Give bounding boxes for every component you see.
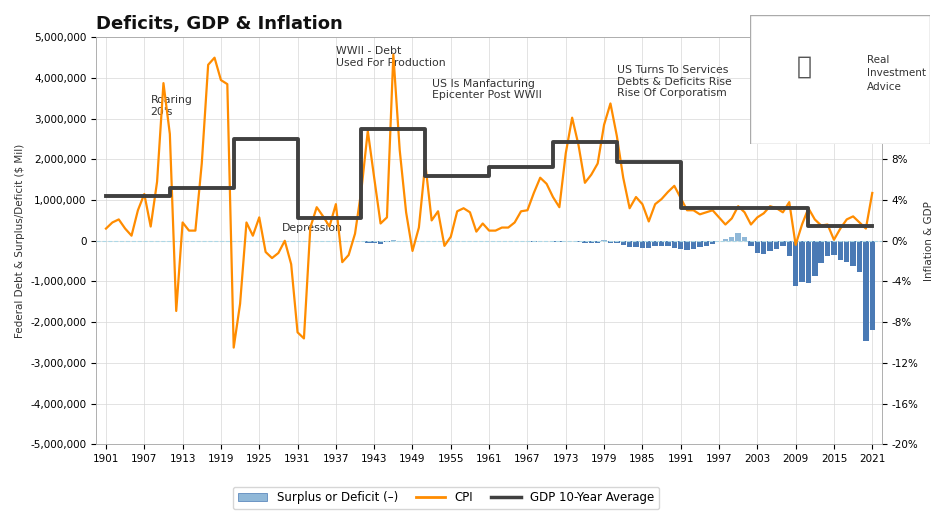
Bar: [698, 241, 702, 247]
Bar: [646, 241, 651, 248]
Text: 🦅: 🦅: [796, 55, 811, 79]
Bar: [768, 241, 772, 251]
Bar: [710, 241, 716, 244]
Bar: [621, 241, 626, 245]
FancyBboxPatch shape: [750, 15, 930, 144]
Y-axis label: Inflation & GDP: Inflation & GDP: [924, 201, 934, 281]
Bar: [857, 241, 863, 272]
Bar: [812, 241, 817, 276]
Y-axis label: Federal Debt & Surplus/Deficit ($ Mil): Federal Debt & Surplus/Deficit ($ Mil): [15, 144, 25, 338]
Bar: [716, 241, 722, 242]
Text: Roaring
20's: Roaring 20's: [151, 95, 193, 117]
Bar: [869, 241, 875, 330]
Bar: [818, 241, 824, 263]
Bar: [557, 241, 562, 242]
Bar: [831, 241, 837, 255]
Bar: [787, 241, 792, 255]
Legend: Surplus or Deficit (–), CPI, GDP 10-Year Average: Surplus or Deficit (–), CPI, GDP 10-Year…: [233, 487, 659, 509]
Bar: [723, 238, 728, 241]
Bar: [838, 241, 843, 260]
Bar: [640, 241, 645, 248]
Bar: [582, 241, 587, 243]
Bar: [729, 237, 735, 241]
Bar: [531, 241, 536, 242]
Bar: [576, 241, 581, 243]
Text: WWII - Debt
Used For Production: WWII - Debt Used For Production: [336, 46, 445, 68]
Text: Real
Investment
Advice: Real Investment Advice: [867, 55, 926, 92]
Bar: [793, 241, 798, 286]
Bar: [806, 241, 811, 283]
Bar: [742, 237, 747, 241]
Bar: [365, 241, 370, 243]
Text: US Turns To Services
Debts & Deficits Rise
Rise Of Corporatism: US Turns To Services Debts & Deficits Ri…: [617, 65, 732, 98]
Text: Depression: Depression: [282, 224, 343, 233]
Bar: [864, 241, 868, 341]
Bar: [844, 241, 849, 262]
Bar: [627, 241, 632, 248]
Text: Deficits, GDP & Inflation: Deficits, GDP & Inflation: [97, 15, 344, 33]
Bar: [653, 241, 658, 246]
Bar: [602, 240, 606, 241]
Bar: [780, 241, 786, 246]
Bar: [761, 241, 767, 254]
Bar: [633, 241, 639, 247]
Bar: [684, 241, 690, 250]
Bar: [703, 241, 709, 246]
Bar: [595, 241, 601, 243]
Bar: [665, 241, 671, 246]
Bar: [691, 241, 697, 249]
Bar: [825, 241, 830, 256]
Bar: [735, 233, 741, 241]
Bar: [371, 241, 377, 243]
Bar: [588, 241, 594, 243]
Bar: [550, 241, 556, 242]
Bar: [378, 241, 383, 244]
Bar: [799, 241, 805, 282]
Bar: [748, 241, 754, 246]
Bar: [672, 241, 677, 248]
Bar: [850, 241, 856, 266]
Bar: [659, 241, 664, 246]
Bar: [384, 241, 390, 243]
Bar: [678, 241, 683, 249]
Bar: [614, 241, 620, 243]
Bar: [754, 241, 760, 253]
Bar: [607, 241, 613, 243]
Bar: [773, 241, 779, 249]
Text: US Is Manfacturing
Epicenter Post WWII: US Is Manfacturing Epicenter Post WWII: [432, 79, 542, 100]
